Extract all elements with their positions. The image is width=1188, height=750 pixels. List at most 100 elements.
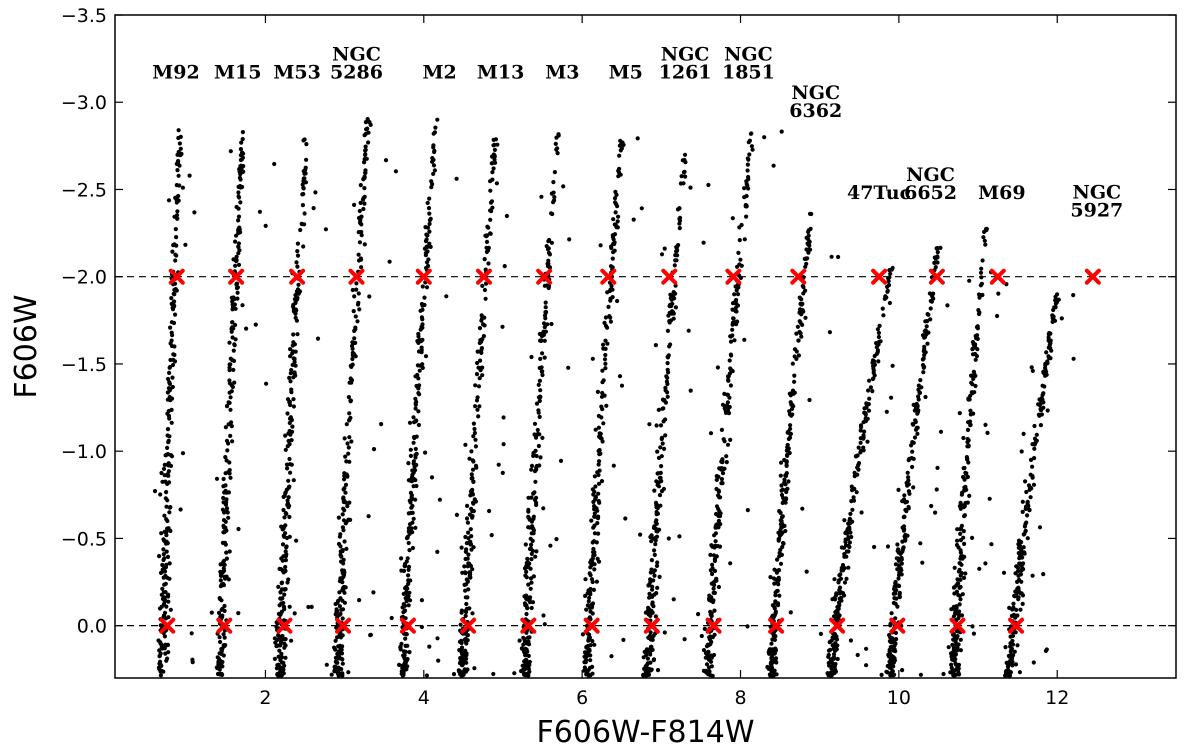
star-point	[228, 395, 233, 400]
star-point	[338, 596, 343, 601]
star-point	[427, 218, 432, 223]
star-point	[901, 528, 907, 533]
star-point	[342, 539, 347, 544]
star-point	[425, 249, 430, 254]
star-point	[773, 611, 778, 616]
star-point	[279, 587, 285, 592]
star-point	[722, 391, 727, 396]
star-point	[289, 462, 294, 467]
star-point	[663, 385, 668, 390]
star-point	[169, 343, 175, 349]
star-point	[1039, 407, 1044, 412]
star-point	[361, 195, 366, 201]
star-point	[542, 325, 547, 330]
star-point	[470, 567, 475, 572]
star-point	[896, 576, 901, 581]
star-point	[546, 239, 551, 244]
star-point	[474, 465, 479, 470]
star-point	[832, 648, 838, 654]
star-point	[901, 515, 906, 520]
star-point	[659, 435, 665, 440]
star-point	[961, 435, 966, 441]
star-point	[850, 507, 855, 512]
star-point	[253, 322, 258, 327]
star-point	[649, 558, 655, 563]
star-point	[358, 183, 363, 188]
star-point	[362, 175, 367, 180]
star-point	[237, 195, 242, 200]
star-point	[846, 521, 851, 526]
star-point	[951, 645, 957, 650]
star-point	[725, 392, 731, 397]
star-point	[592, 511, 597, 516]
star-point	[470, 467, 476, 472]
star-point	[225, 448, 230, 453]
star-point	[283, 523, 288, 528]
star-point	[236, 214, 242, 219]
star-point	[468, 542, 474, 547]
star-point	[161, 552, 166, 557]
star-point	[290, 424, 295, 429]
star-point	[707, 593, 712, 598]
star-point	[295, 253, 301, 258]
star-point	[889, 267, 894, 272]
star-point	[608, 319, 614, 324]
star-point	[775, 588, 780, 593]
star-point	[279, 660, 285, 665]
star-point	[160, 479, 165, 484]
star-point	[476, 384, 482, 389]
star-point	[175, 152, 180, 157]
star-point	[177, 141, 182, 146]
star-point	[963, 484, 968, 489]
star-point	[669, 297, 674, 302]
star-point	[333, 601, 338, 607]
cluster-marker-x	[643, 617, 660, 634]
star-point	[696, 612, 701, 617]
star-point	[747, 152, 752, 157]
star-point	[219, 607, 224, 612]
star-point	[911, 485, 916, 490]
star-point	[929, 503, 934, 509]
star-point	[482, 315, 487, 320]
star-point	[773, 648, 778, 653]
star-point	[832, 596, 837, 601]
star-point	[868, 385, 874, 390]
star-point	[403, 649, 408, 654]
star-point	[236, 184, 241, 189]
star-point	[489, 161, 494, 166]
star-point	[282, 493, 287, 498]
star-point	[593, 484, 598, 489]
star-point	[589, 518, 594, 523]
star-point	[955, 581, 960, 586]
cluster-marker-x	[399, 617, 416, 634]
star-point	[489, 199, 495, 204]
star-point	[166, 386, 171, 391]
star-point	[501, 415, 506, 420]
star-point	[525, 556, 530, 562]
star-point	[460, 662, 465, 668]
star-point	[467, 456, 472, 461]
star-point	[655, 560, 660, 565]
star-point	[348, 415, 353, 420]
star-point	[728, 334, 734, 339]
star-point	[459, 545, 464, 550]
star-point	[165, 473, 170, 478]
star-point	[292, 356, 297, 361]
star-point	[898, 556, 904, 562]
star-point	[952, 565, 957, 570]
star-point	[468, 570, 473, 575]
star-point	[662, 246, 667, 251]
star-point	[675, 253, 680, 258]
star-point	[847, 527, 852, 532]
star-point	[1020, 601, 1025, 607]
star-point	[276, 584, 281, 590]
star-point	[240, 155, 245, 160]
star-point	[893, 581, 898, 586]
star-point	[466, 536, 471, 541]
star-point	[1030, 464, 1035, 469]
star-point	[555, 151, 560, 156]
star-point	[885, 289, 890, 294]
star-point	[665, 328, 671, 333]
star-point	[677, 226, 682, 231]
star-point	[701, 240, 706, 245]
